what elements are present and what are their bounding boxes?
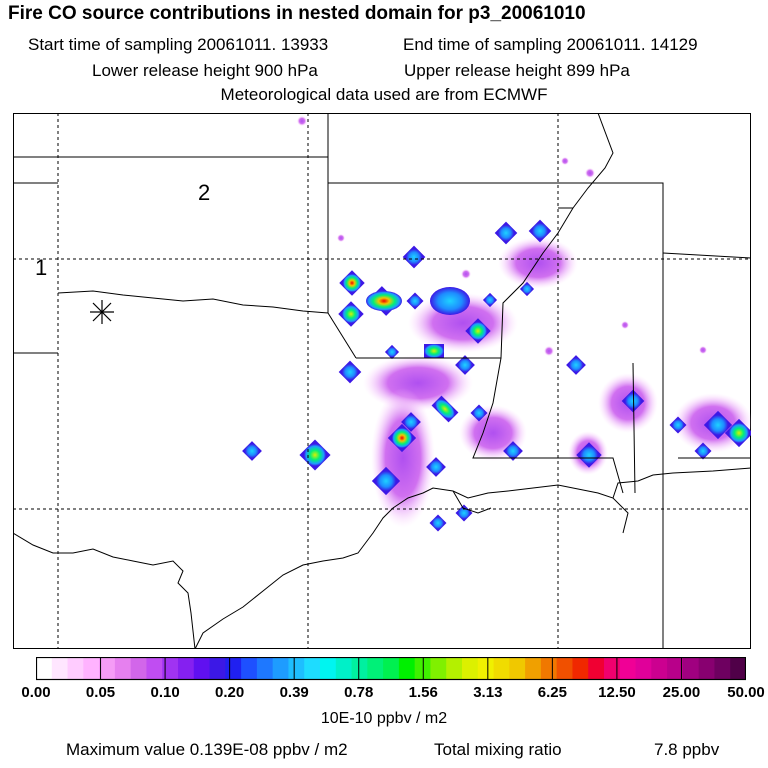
colorbar-segment <box>682 657 700 680</box>
total-mixing-ratio-value: 7.8 ppbv <box>654 740 720 759</box>
colorbar-segment <box>241 657 258 680</box>
colorbar-tick-label: 0.00 <box>21 684 51 701</box>
colorbar-segment <box>193 657 211 680</box>
colorbar-segment <box>398 657 416 680</box>
colorbar-tick-label: 0.10 <box>150 684 180 701</box>
colorbar-segment <box>304 657 321 680</box>
colorbar-tick-label: 3.13 <box>473 684 503 701</box>
colorbar-segment <box>367 657 384 680</box>
colorbar-segment <box>572 657 589 680</box>
colorbar-segment <box>178 657 195 680</box>
colorbar-segment <box>604 657 621 680</box>
total-mixing-ratio-label: Total mixing ratio <box>434 740 562 759</box>
colorbar-tick-label: 25.00 <box>662 684 701 701</box>
max-value: Maximum value 0.139E-08 ppbv / m2 <box>66 740 348 759</box>
colorbar-segment <box>272 657 289 680</box>
red-river <box>57 290 329 314</box>
colorbar-segment <box>635 657 652 680</box>
colorbar-segment <box>477 657 495 680</box>
colorbar <box>36 657 746 681</box>
colorbar-segment <box>256 657 274 680</box>
colorbar-segment <box>99 657 116 680</box>
colorbar-segment <box>146 657 163 680</box>
colorbar-tick-label: 50.00 <box>727 684 765 701</box>
upper-release-height: Upper release height 899 hPa <box>404 61 630 80</box>
colorbar-segment <box>114 657 132 680</box>
colorbar-segment <box>462 657 479 680</box>
colorbar-segment <box>588 657 605 680</box>
met-data-note: Meteorological data used are from ECMWF <box>220 85 548 104</box>
asterisk-icon <box>90 300 114 324</box>
plot-title: Fire CO source contributions in nested d… <box>8 3 586 24</box>
colorbar-segment <box>383 657 400 680</box>
colorbar-segment <box>556 657 573 680</box>
colorbar-segment <box>36 657 53 680</box>
colorbar-segment <box>67 657 84 680</box>
coastline <box>13 467 751 649</box>
start-time: Start time of sampling 20061011. 13933 <box>28 35 329 54</box>
colorbar-segment <box>493 657 510 680</box>
colorbar-segment <box>320 657 337 680</box>
colorbar-segments <box>36 657 746 680</box>
colorbar-segment <box>51 657 69 680</box>
map-panel: 2 1 <box>13 113 751 649</box>
lower-release-height: Lower release height 900 hPa <box>92 61 318 80</box>
domain-label-2: 2 <box>198 180 210 205</box>
colorbar-segment <box>446 657 463 680</box>
colorbar-segment <box>335 657 353 680</box>
colorbar-segment <box>730 657 746 680</box>
colorbar-unit: 10E-10 ppbv / m2 <box>320 710 448 727</box>
colorbar-segment <box>525 657 542 680</box>
domain-label-1: 1 <box>35 255 47 280</box>
colorbar-segment <box>225 657 242 680</box>
colorbar-ticks: 0.00 0.05 0.10 0.20 0.39 0.78 1.56 3.13 6.25 12.5… <box>0 684 768 704</box>
colorbar-segment <box>509 657 526 680</box>
nested-grid <box>13 113 751 649</box>
colorbar-tick-label: 0.78 <box>344 684 374 701</box>
colorbar-tick-label: 0.05 <box>85 684 116 701</box>
colorbar-tick-label: 1.56 <box>408 684 438 701</box>
colorbar-tick-label: 0.20 <box>215 684 245 701</box>
colorbar-segment <box>130 657 147 680</box>
colorbar-segment <box>714 657 731 680</box>
colorbar-segment <box>162 657 179 680</box>
colorbar-segment <box>619 657 637 680</box>
colorbar-tick-label: 0.39 <box>279 684 309 701</box>
colorbar-segment <box>288 657 305 680</box>
colorbar-segment <box>667 657 684 680</box>
colorbar-segment <box>430 657 447 680</box>
colorbar-segment <box>651 657 668 680</box>
colorbar-tick-label: 6.25 <box>537 684 567 701</box>
colorbar-segment <box>540 657 558 680</box>
colorbar-segment <box>351 657 368 680</box>
colorbar-frame <box>36 657 746 681</box>
colorbar-tick-label: 12.50 <box>598 684 636 701</box>
colorbar-segment <box>83 657 100 680</box>
colorbar-segment <box>209 657 226 680</box>
colorbar-segment <box>698 657 715 680</box>
end-time: End time of sampling 20061011. 14129 <box>403 35 698 54</box>
